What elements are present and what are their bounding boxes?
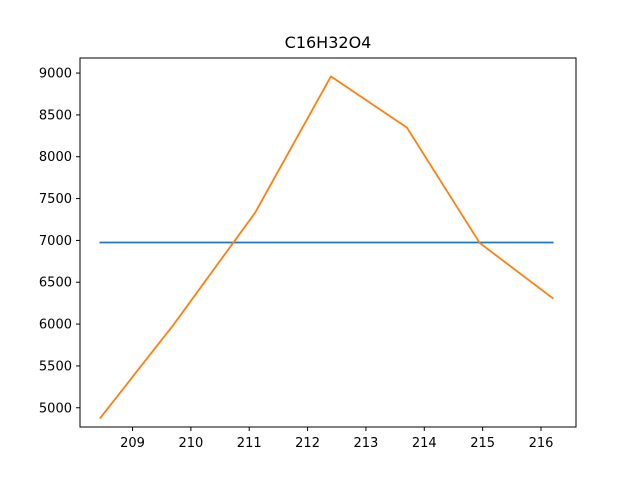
- y-tick-label: 7500: [39, 192, 72, 207]
- x-tick-label: 210: [178, 436, 203, 451]
- x-tick-label: 212: [295, 436, 320, 451]
- y-tick-label: 9000: [39, 67, 72, 82]
- chart-title: C16H32O4: [285, 33, 372, 52]
- y-tick-label: 5000: [39, 401, 72, 416]
- x-tick-label: 215: [470, 436, 495, 451]
- x-tick-label: 209: [120, 436, 145, 451]
- y-tick-label: 6500: [39, 276, 72, 291]
- x-tick-label: 214: [412, 436, 437, 451]
- x-tick-label: 211: [237, 436, 262, 451]
- y-tick-label: 5500: [39, 359, 72, 374]
- y-tick-label: 8000: [39, 150, 72, 165]
- y-tick-label: 7000: [39, 234, 72, 249]
- series-layer: [99, 75, 554, 420]
- y-axis: 5000 5500 6000 6500 7000 7500 8000 8500 9000: [39, 67, 80, 416]
- x-axis: 209 210 211 212 213 214 215 216: [120, 427, 553, 451]
- plot-frame: [79, 57, 577, 428]
- y-tick-label: 8500: [39, 108, 72, 123]
- x-tick-label: 213: [354, 436, 379, 451]
- y-tick-label: 6000: [39, 318, 72, 333]
- x-tick-label: 216: [529, 436, 554, 451]
- series-line-2: [99, 75, 554, 420]
